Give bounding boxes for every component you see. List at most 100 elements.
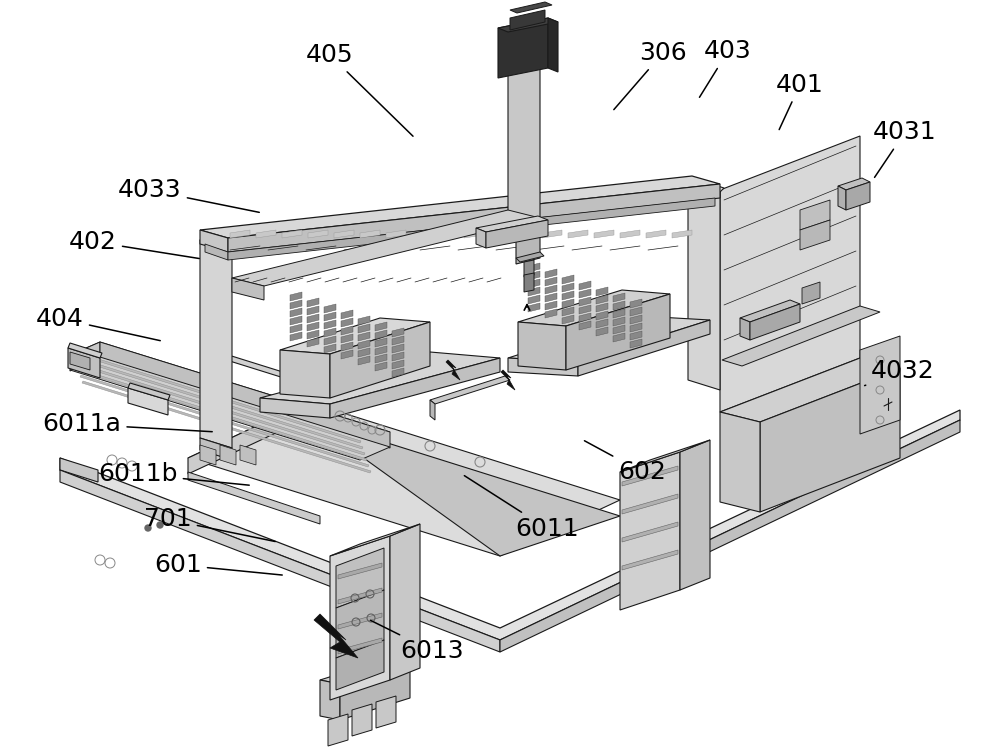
Polygon shape — [518, 322, 566, 370]
Polygon shape — [476, 216, 548, 232]
Polygon shape — [60, 410, 960, 640]
Polygon shape — [72, 351, 361, 443]
Polygon shape — [358, 324, 370, 333]
Polygon shape — [613, 333, 625, 342]
Polygon shape — [324, 320, 336, 329]
Text: 404: 404 — [36, 307, 160, 341]
Polygon shape — [360, 230, 380, 238]
Text: 403: 403 — [699, 39, 752, 97]
Polygon shape — [498, 18, 548, 78]
Polygon shape — [314, 614, 358, 658]
Polygon shape — [307, 306, 319, 315]
Polygon shape — [528, 303, 540, 312]
Circle shape — [145, 525, 151, 531]
Polygon shape — [838, 178, 870, 190]
Polygon shape — [545, 293, 557, 302]
Polygon shape — [334, 230, 354, 238]
Polygon shape — [720, 358, 900, 422]
Polygon shape — [596, 303, 608, 312]
Polygon shape — [596, 311, 608, 320]
Polygon shape — [508, 60, 546, 72]
Polygon shape — [392, 360, 404, 369]
Polygon shape — [232, 210, 540, 286]
Polygon shape — [205, 244, 228, 260]
Polygon shape — [620, 440, 710, 472]
Polygon shape — [430, 400, 435, 420]
Polygon shape — [375, 338, 387, 347]
Polygon shape — [358, 340, 370, 349]
Polygon shape — [630, 323, 642, 332]
Polygon shape — [528, 263, 540, 272]
Polygon shape — [324, 328, 336, 337]
Polygon shape — [500, 420, 960, 652]
Polygon shape — [188, 402, 620, 556]
Polygon shape — [341, 310, 353, 319]
Polygon shape — [596, 319, 608, 328]
Polygon shape — [68, 348, 100, 378]
Polygon shape — [562, 275, 574, 284]
Text: 4032: 4032 — [865, 359, 935, 386]
Polygon shape — [70, 357, 390, 460]
Polygon shape — [392, 352, 404, 361]
Polygon shape — [542, 230, 562, 238]
Polygon shape — [501, 370, 515, 390]
Polygon shape — [290, 292, 302, 301]
Polygon shape — [230, 230, 250, 238]
Polygon shape — [341, 350, 353, 359]
Polygon shape — [594, 230, 614, 238]
Polygon shape — [740, 300, 800, 322]
Polygon shape — [330, 358, 500, 418]
Polygon shape — [548, 18, 558, 72]
Polygon shape — [358, 356, 370, 365]
Polygon shape — [328, 714, 348, 746]
Polygon shape — [336, 590, 384, 658]
Polygon shape — [320, 658, 410, 684]
Polygon shape — [838, 186, 846, 210]
Text: 6011a: 6011a — [43, 412, 212, 436]
Polygon shape — [82, 381, 371, 473]
Polygon shape — [846, 182, 870, 210]
Polygon shape — [260, 398, 330, 418]
Polygon shape — [330, 524, 420, 556]
Polygon shape — [630, 315, 642, 324]
Polygon shape — [476, 228, 486, 248]
Polygon shape — [508, 358, 578, 376]
Polygon shape — [562, 291, 574, 300]
Polygon shape — [392, 328, 404, 337]
Polygon shape — [760, 368, 900, 512]
Polygon shape — [100, 342, 390, 448]
Text: 602: 602 — [584, 441, 666, 484]
Polygon shape — [438, 230, 458, 238]
Polygon shape — [341, 318, 353, 327]
Circle shape — [157, 522, 163, 528]
Polygon shape — [646, 230, 666, 238]
Polygon shape — [390, 524, 420, 680]
Polygon shape — [524, 273, 534, 292]
Polygon shape — [308, 230, 328, 238]
Polygon shape — [228, 184, 720, 252]
Polygon shape — [528, 279, 540, 288]
Polygon shape — [613, 301, 625, 310]
Polygon shape — [307, 338, 319, 347]
Polygon shape — [562, 307, 574, 316]
Polygon shape — [562, 299, 574, 308]
Polygon shape — [566, 294, 670, 370]
Polygon shape — [579, 313, 591, 322]
Polygon shape — [516, 232, 540, 264]
Text: 4033: 4033 — [118, 178, 259, 212]
Polygon shape — [340, 662, 410, 720]
Polygon shape — [324, 336, 336, 345]
Polygon shape — [375, 346, 387, 355]
Polygon shape — [579, 281, 591, 290]
Polygon shape — [508, 60, 540, 238]
Polygon shape — [630, 299, 642, 308]
Polygon shape — [622, 522, 678, 542]
Polygon shape — [722, 306, 880, 366]
Polygon shape — [392, 368, 404, 377]
Polygon shape — [386, 230, 406, 238]
Polygon shape — [524, 260, 534, 277]
Polygon shape — [720, 412, 760, 512]
Polygon shape — [76, 363, 365, 455]
Polygon shape — [740, 318, 750, 340]
Polygon shape — [486, 220, 548, 248]
